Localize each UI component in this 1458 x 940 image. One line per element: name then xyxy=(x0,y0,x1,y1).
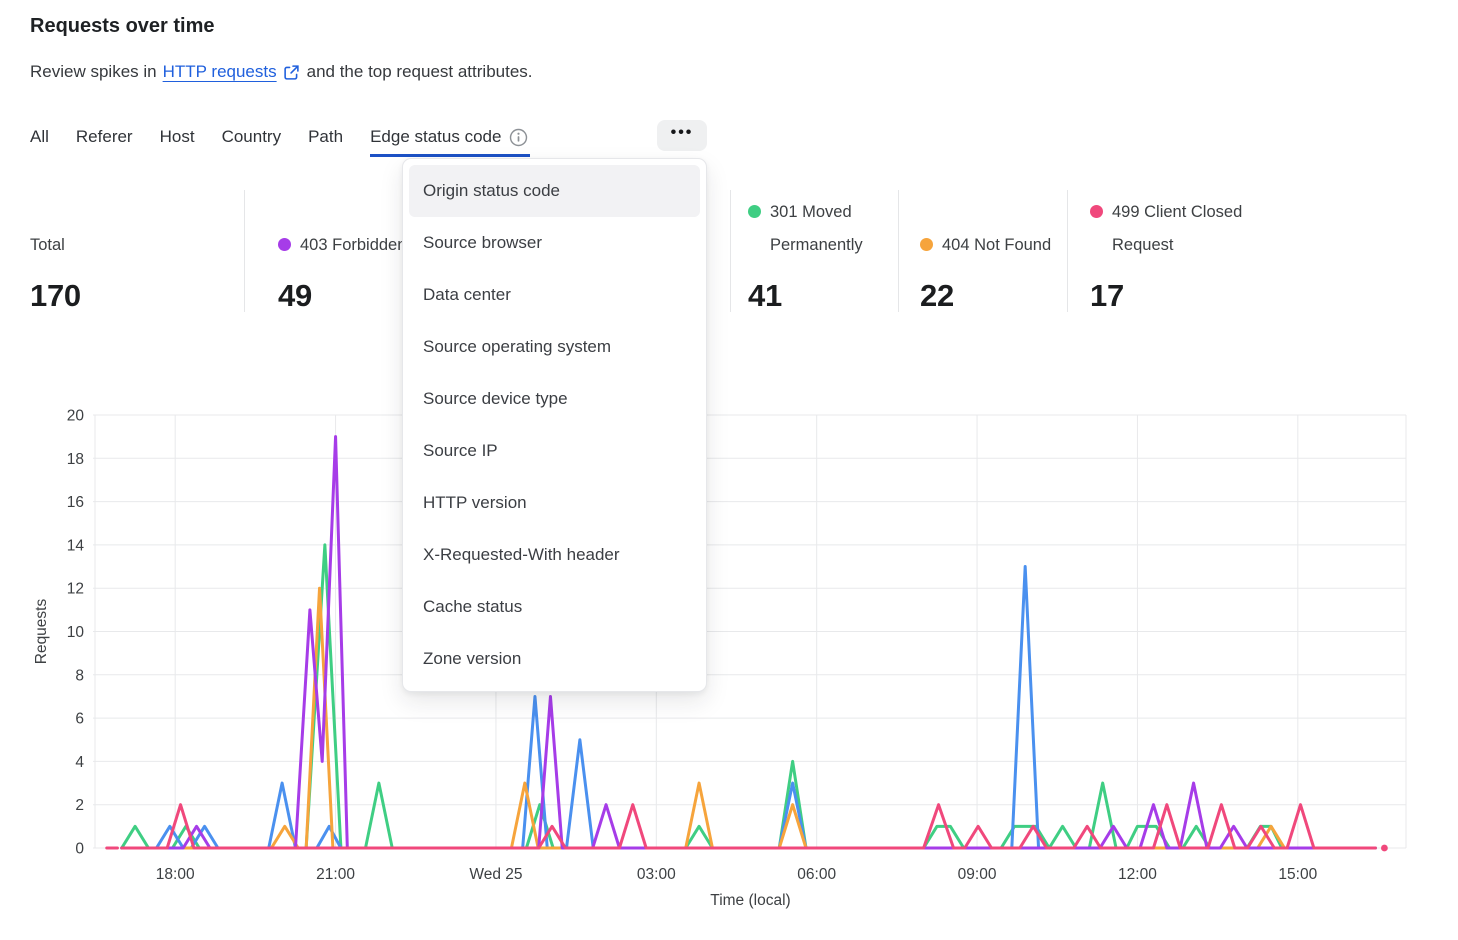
attribute-menu: Origin status code Source browser Data cen… xyxy=(402,158,707,692)
tab-country[interactable]: Country xyxy=(222,127,282,147)
tab-label: Host xyxy=(159,127,195,146)
stat-value: 22 xyxy=(920,278,954,313)
menu-item-origin-status-code[interactable]: Origin status code xyxy=(409,165,700,217)
tab-path[interactable]: Path xyxy=(308,127,343,147)
menu-item-source-device-type[interactable]: Source device type xyxy=(423,389,568,408)
external-link-icon xyxy=(283,64,300,81)
x-tick-label: 12:00 xyxy=(1118,866,1157,883)
tab-all[interactable]: All xyxy=(30,127,49,147)
y-tick-label: 4 xyxy=(75,754,84,771)
series-color-dot xyxy=(1090,205,1103,218)
menu-item-cache-status[interactable]: Cache status xyxy=(423,597,523,616)
stat-divider xyxy=(730,190,731,312)
x-tick-label: 09:00 xyxy=(958,866,997,883)
stat-divider xyxy=(1067,190,1068,312)
stat-label: Total xyxy=(30,236,65,254)
tab-label: All xyxy=(30,127,49,146)
more-tabs-button[interactable]: ••• xyxy=(657,120,707,151)
stat-value: 41 xyxy=(748,278,782,313)
stat-divider xyxy=(898,190,899,312)
stat-label-row: 499 Client Closed Request xyxy=(1090,196,1264,262)
stat-divider xyxy=(244,190,245,312)
stat-label-row: 404 Not Found xyxy=(920,229,1051,262)
x-tick-label: 21:00 xyxy=(316,866,355,883)
stat-label-row: Total xyxy=(30,229,65,262)
tab-label: Path xyxy=(308,127,344,146)
x-axis-title: Time (local) xyxy=(710,892,790,909)
tab-edge-status-code[interactable]: Edge status code xyxy=(370,127,531,157)
stat-label: 403 Forbidden xyxy=(300,236,407,254)
y-tick-label: 16 xyxy=(67,494,84,511)
tab-label: Referer xyxy=(75,127,133,146)
series-color-dot xyxy=(748,205,761,218)
stat-value: 17 xyxy=(1090,278,1124,313)
x-tick-label: 15:00 xyxy=(1278,866,1317,883)
menu-item-http-version[interactable]: HTTP version xyxy=(423,493,527,512)
y-tick-label: 6 xyxy=(75,711,84,728)
y-tick-label: 2 xyxy=(75,797,84,814)
menu-item-source-operating-system[interactable]: Source operating system xyxy=(423,337,612,356)
stat-label-row: 403 Forbidden xyxy=(278,229,406,262)
series-line-403-forbidden xyxy=(120,435,1377,850)
x-tick-label: 06:00 xyxy=(797,866,836,883)
y-tick-label: 8 xyxy=(75,667,84,684)
tab-label: Edge status code xyxy=(370,127,502,146)
menu-item-data-center[interactable]: Data center xyxy=(423,285,511,304)
y-tick-label: 14 xyxy=(67,537,85,554)
series-end-dot-499-client-closed-request xyxy=(1381,844,1388,852)
menu-item-source-browser[interactable]: Source browser xyxy=(423,233,543,252)
y-axis-title: Requests xyxy=(33,599,50,665)
tab-label: Country xyxy=(221,127,282,146)
stat-value: 170 xyxy=(30,278,81,313)
http-requests-link[interactable]: HTTP requests xyxy=(162,62,277,81)
stat-label: 301 Moved Permanently xyxy=(770,203,863,254)
y-tick-label: 10 xyxy=(67,624,85,641)
series-color-dot xyxy=(920,238,933,251)
series-line-499-client-closed-request xyxy=(120,803,1377,850)
y-tick-label: 20 xyxy=(67,408,85,425)
y-tick-label: 18 xyxy=(67,451,84,468)
attribute-tabs: All Referer Host Country Path Edge status cod… xyxy=(30,122,531,157)
subtitle-prefix: Review spikes in xyxy=(30,62,157,81)
x-tick-label: 18:00 xyxy=(156,866,195,883)
stat-value: 49 xyxy=(278,278,312,313)
stat-label-row: 301 Moved Permanently xyxy=(748,196,902,262)
series-color-dot xyxy=(278,238,291,251)
tab-referer[interactable]: Referer xyxy=(76,127,133,147)
subtitle-suffix: and the top request attributes. xyxy=(306,62,533,81)
stat-label: 404 Not Found xyxy=(942,236,1052,254)
ellipsis-icon: ••• xyxy=(670,124,694,141)
x-tick-label: Wed 25 xyxy=(469,866,522,883)
page-title: Requests over time xyxy=(30,15,215,37)
tab-host[interactable]: Host xyxy=(160,127,195,147)
menu-item-x-requested-with-header[interactable]: X-Requested-With header xyxy=(423,545,620,564)
menu-item-zone-version[interactable]: Zone version xyxy=(423,649,522,668)
info-icon xyxy=(509,128,528,147)
menu-item-source-ip[interactable]: Source IP xyxy=(423,441,498,460)
stat-label: 499 Client Closed Request xyxy=(1112,203,1243,254)
subtitle: Review spikes in HTTP requests and the t… xyxy=(30,62,533,82)
y-tick-label: 12 xyxy=(67,581,84,598)
y-tick-label: 0 xyxy=(75,841,84,858)
x-tick-label: 03:00 xyxy=(637,866,676,883)
